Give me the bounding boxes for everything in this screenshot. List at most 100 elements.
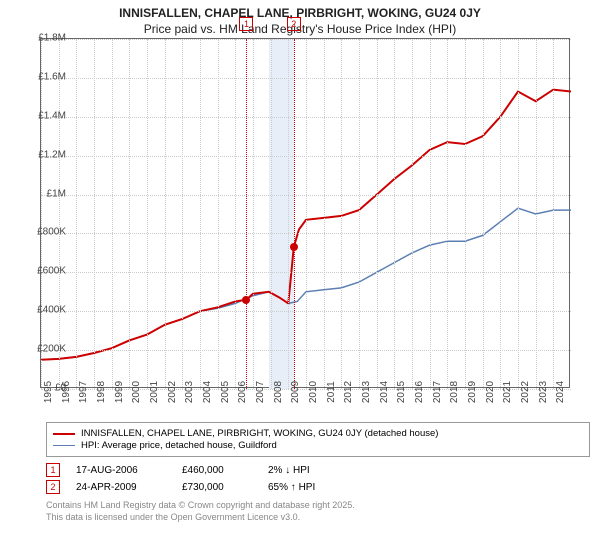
- footnote-line2: This data is licensed under the Open Gov…: [46, 512, 590, 524]
- x-axis-label: 2000: [131, 381, 142, 403]
- gridline-v: [465, 39, 466, 389]
- y-axis-label: £600K: [37, 266, 66, 277]
- sales-price: £460,000: [182, 465, 252, 476]
- x-axis-label: 2009: [290, 381, 301, 403]
- x-axis-label: 2023: [538, 381, 549, 403]
- x-axis-label: 2008: [273, 381, 284, 403]
- x-axis-label: 2010: [308, 381, 319, 403]
- gridline-v: [536, 39, 537, 389]
- sales-table: 1 17-AUG-2006 £460,000 2% ↓ HPI 2 24-APR-2009…: [46, 463, 590, 494]
- x-axis-label: 2016: [414, 381, 425, 403]
- x-axis-label: 2011: [326, 381, 337, 403]
- x-axis-label: 2018: [449, 381, 460, 403]
- gridline-v: [306, 39, 307, 389]
- gridline-v: [41, 39, 42, 389]
- x-axis-label: 2006: [237, 381, 248, 403]
- sales-row-marker: 1: [46, 463, 60, 477]
- footnote: Contains HM Land Registry data © Crown c…: [46, 500, 590, 523]
- gridline-v: [394, 39, 395, 389]
- chart-container: INNISFALLEN, CHAPEL LANE, PIRBRIGHT, WOK…: [0, 0, 600, 560]
- y-axis-label: £1.4M: [38, 110, 66, 121]
- x-axis-label: 2005: [220, 381, 231, 403]
- gridline-v: [412, 39, 413, 389]
- gridline-v: [377, 39, 378, 389]
- gridline-v: [288, 39, 289, 389]
- x-axis-label: 2021: [502, 381, 513, 403]
- legend-row: INNISFALLEN, CHAPEL LANE, PIRBRIGHT, WOK…: [53, 428, 583, 439]
- x-axis-label: 2004: [202, 381, 213, 403]
- gridline-v: [447, 39, 448, 389]
- sale-marker-line: [294, 39, 295, 389]
- sale-dot: [242, 296, 250, 304]
- y-axis-label: £200K: [37, 344, 66, 355]
- gridline-v: [324, 39, 325, 389]
- legend-area: INNISFALLEN, CHAPEL LANE, PIRBRIGHT, WOK…: [46, 422, 590, 523]
- gridline-v: [253, 39, 254, 389]
- x-axis-label: 2017: [432, 381, 443, 403]
- gridline-v: [182, 39, 183, 389]
- sales-diff: 65% ↑ HPI: [268, 482, 358, 493]
- sales-diff: 2% ↓ HPI: [268, 465, 358, 476]
- x-axis-label: 2022: [520, 381, 531, 403]
- y-axis-label: £1.8M: [38, 33, 66, 44]
- gridline-v: [200, 39, 201, 389]
- gridline-v: [500, 39, 501, 389]
- legend-label: INNISFALLEN, CHAPEL LANE, PIRBRIGHT, WOK…: [81, 428, 438, 439]
- gridline-v: [147, 39, 148, 389]
- footnote-line1: Contains HM Land Registry data © Crown c…: [46, 500, 590, 512]
- sales-date: 17-AUG-2006: [76, 465, 166, 476]
- gridline-v: [553, 39, 554, 389]
- y-axis-label: £400K: [37, 305, 66, 316]
- gridline-v: [341, 39, 342, 389]
- legend-row: HPI: Average price, detached house, Guil…: [53, 440, 583, 451]
- gridline-v: [235, 39, 236, 389]
- x-axis-label: 2001: [149, 381, 160, 403]
- sale-dot: [290, 243, 298, 251]
- sale-marker-box: 1: [239, 17, 253, 31]
- legend-swatch: [53, 445, 75, 446]
- x-axis-label: 2015: [396, 381, 407, 403]
- gridline-v: [112, 39, 113, 389]
- x-axis-label: 2007: [255, 381, 266, 403]
- sale-marker-box: 2: [287, 17, 301, 31]
- x-axis-label: 2003: [184, 381, 195, 403]
- gridline-v: [359, 39, 360, 389]
- x-axis-label: 2020: [485, 381, 496, 403]
- x-axis-label: 1996: [61, 381, 72, 403]
- y-axis-label: £800K: [37, 227, 66, 238]
- x-axis-label: 1998: [96, 381, 107, 403]
- sale-marker-line: [246, 39, 247, 389]
- gridline-v: [94, 39, 95, 389]
- legend-swatch: [53, 433, 75, 435]
- y-axis-label: £1M: [47, 188, 66, 199]
- x-axis-label: 2012: [343, 381, 354, 403]
- legend-label: HPI: Average price, detached house, Guil…: [81, 440, 277, 451]
- x-axis-label: 2014: [379, 381, 390, 403]
- sales-price: £730,000: [182, 482, 252, 493]
- y-axis-label: £1.6M: [38, 71, 66, 82]
- sales-row: 2 24-APR-2009 £730,000 65% ↑ HPI: [46, 480, 590, 494]
- sales-row-marker: 2: [46, 480, 60, 494]
- legend-box: INNISFALLEN, CHAPEL LANE, PIRBRIGHT, WOK…: [46, 422, 590, 457]
- sales-row: 1 17-AUG-2006 £460,000 2% ↓ HPI: [46, 463, 590, 477]
- plot-region: 12: [40, 38, 570, 388]
- gridline-v: [76, 39, 77, 389]
- gridline-v: [518, 39, 519, 389]
- gridline-v: [483, 39, 484, 389]
- x-axis-label: 2024: [555, 381, 566, 403]
- gridline-v: [271, 39, 272, 389]
- sales-date: 24-APR-2009: [76, 482, 166, 493]
- y-axis-label: £1.2M: [38, 149, 66, 160]
- gridline-v: [129, 39, 130, 389]
- gridline-v: [165, 39, 166, 389]
- gridline-v: [59, 39, 60, 389]
- chart-area: 12 £0£200K£400K£600K£800K£1M£1.2M£1.4M£1…: [40, 38, 600, 418]
- x-axis-label: 2019: [467, 381, 478, 403]
- gridline-v: [430, 39, 431, 389]
- x-axis-label: 2013: [361, 381, 372, 403]
- gridline-v: [218, 39, 219, 389]
- x-axis-label: 1999: [114, 381, 125, 403]
- x-axis-label: 2002: [167, 381, 178, 403]
- x-axis-label: 1995: [43, 381, 54, 403]
- x-axis-label: 1997: [78, 381, 89, 403]
